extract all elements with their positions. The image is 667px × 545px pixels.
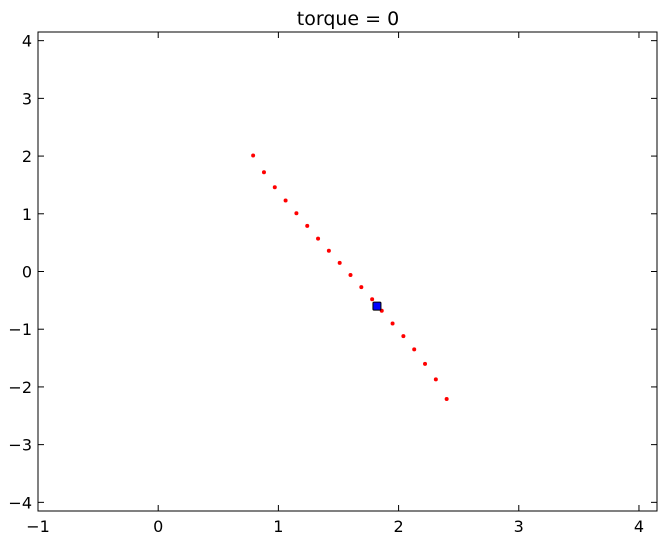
y-tick-label: 3 [22,89,32,108]
scatter-point [444,397,449,402]
square-marker [372,301,382,311]
scatter-point [261,170,266,175]
y-axis: −4 −3 −2 −1 0 1 2 3 4 [8,32,657,512]
y-tick-label: −3 [8,436,32,455]
scatter-point [283,198,288,203]
y-tick-label: −1 [8,320,32,339]
scatter-point [326,248,331,253]
x-tick-label: 1 [273,517,283,536]
scatter-point [272,185,277,190]
plot-frame [37,31,658,512]
plot-area [37,31,658,512]
x-tick-label: −1 [26,517,50,536]
scatter-point [305,223,310,228]
scatter-point [359,285,364,290]
scatter-point [390,321,395,326]
scatter-point [423,361,428,366]
scatter-point [251,153,256,158]
scatter-point [294,211,299,216]
y-tick-label: −2 [8,378,32,397]
data-points [251,153,449,402]
y-tick-label: 2 [22,147,32,166]
y-tick-label: −4 [8,493,32,512]
scatter-point [337,260,342,265]
x-tick-label: 4 [634,517,644,536]
x-tick-label: 3 [514,517,524,536]
scatter-point [370,297,375,302]
scatter-point [412,347,417,352]
x-axis: −1 0 1 2 3 4 [26,32,644,536]
scatter-point [348,272,353,277]
x-tick-label: 0 [153,517,163,536]
y-tick-label: 4 [22,32,32,51]
scatter-point [433,377,438,382]
scatter-point [316,236,321,241]
chart-title: torque = 0 [297,8,399,30]
scatter-point [401,334,406,339]
y-tick-label: 1 [22,205,32,224]
y-tick-label: 0 [22,263,32,282]
x-tick-label: 2 [393,517,403,536]
